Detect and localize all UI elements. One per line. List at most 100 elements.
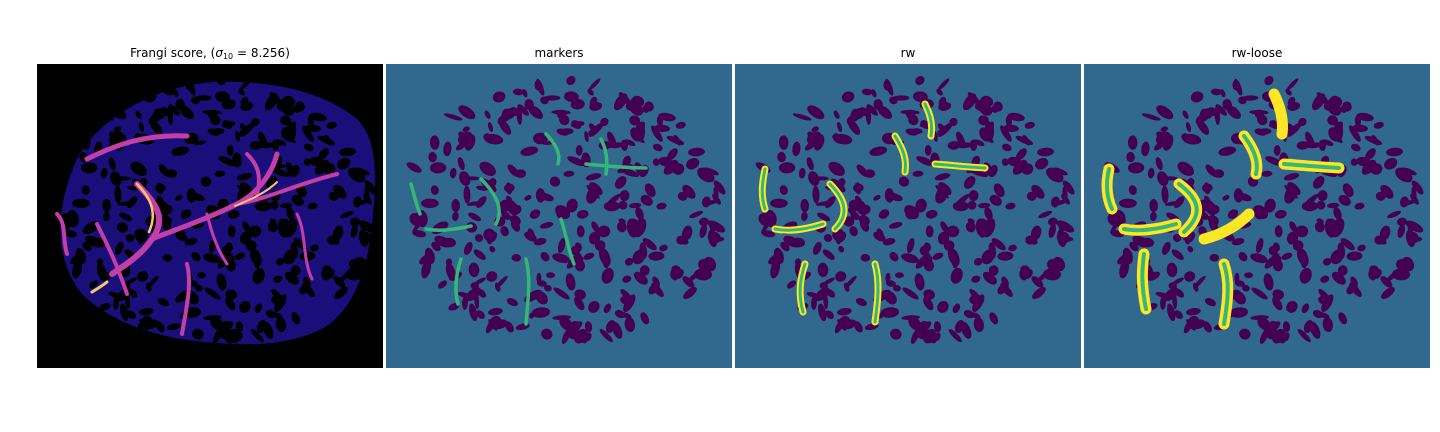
tissue-blob [242,221,251,233]
tissue-blob [546,272,555,279]
tissue-blob [214,170,226,177]
tissue-blob [632,249,646,265]
tissue-blob [584,130,589,143]
tissue-blob [599,329,613,343]
tissue-blob [1312,310,1324,319]
tissue-blob [429,162,447,174]
tissue-blob [1166,262,1178,278]
tissue-blob [583,252,595,260]
tissue-blob [553,287,570,300]
tissue-blob [235,321,244,333]
tissue-blob [333,184,347,199]
tissue-blob [483,133,489,139]
tissue-blob [866,104,878,116]
tissue-blob [293,104,301,113]
tissue-blob [1175,288,1185,298]
tissue-blob [620,139,629,151]
tissue-blob [1257,317,1271,331]
tissue-blob [80,135,91,150]
tissue-blob [651,283,664,297]
tissue-blob [1122,247,1133,264]
rw-panel-title: rw [900,46,916,60]
tissue-blob [682,184,696,199]
tissue-blob [103,211,110,222]
tissue-blob [888,222,903,229]
tissue-blob [217,75,227,86]
tissue-blob [1110,219,1121,234]
tissue-blob [146,275,159,289]
rw-loose-canvas [1084,64,1430,368]
tissue-blob [1157,171,1169,186]
tissue-blob [114,185,122,204]
tissue-blob [589,96,598,107]
tissue-blob [109,105,127,120]
tissue-blob [567,321,583,335]
markers-panel-title: markers [534,46,584,60]
tissue-blob [629,97,639,108]
tissue-blob [279,202,293,209]
tissue-blob [465,287,481,302]
tissue-blob [895,272,904,279]
tissue-blob [1160,296,1166,310]
tissue-blob [511,205,518,217]
tissue-blob [500,226,509,237]
tissue-blob [652,158,660,166]
tissue-blob [1161,241,1171,255]
tissue-blob [1326,218,1338,229]
tissue-blob [915,75,925,86]
tissue-blob [1238,252,1248,262]
tissue-blob [712,193,721,205]
tissue-blob [489,315,502,328]
tissue-blob [1297,329,1311,343]
tissue-blob [488,178,497,187]
tissue-blob [254,303,263,314]
tissue-blob [969,289,982,303]
tissue-blob [761,219,772,234]
tissue-blob [663,159,679,175]
tissue-blob [628,218,640,229]
markers-image [386,64,732,368]
tissue-blob [264,93,279,111]
tissue-blob [1203,195,1211,204]
tissue-blob [340,210,355,219]
tissue-blob [898,176,910,187]
tissue-blob [804,141,816,151]
tissue-blob [135,110,142,119]
tissue-blob [1190,91,1204,103]
tissue-blob [476,185,489,191]
tissue-blob [991,104,999,113]
tissue-blob [624,257,634,266]
tissue-blob [1051,200,1067,206]
tissue-blob [125,234,135,242]
tissue-blob [926,256,933,267]
tissue-blob [1318,139,1327,151]
tissue-blob [1314,221,1325,233]
tissue-blob [1296,141,1310,150]
tissue-blob [1321,139,1334,147]
tissue-blob [116,222,129,233]
tissue-blob [488,307,503,316]
tissue-blob [1396,259,1409,271]
tissue-blob [1046,167,1064,183]
tissue-blob [697,167,715,183]
tissue-blob [1177,161,1194,177]
tissue-blob [1181,133,1202,145]
tissue-blob [1286,231,1299,245]
tissue-blob [307,202,318,210]
tissue-blob [1392,268,1410,281]
tissue-blob [813,134,825,151]
frangi-title-subscript: 10 [222,52,234,61]
tissue-blob [1318,289,1331,303]
tissue-blob [811,126,819,132]
tissue-blob [906,238,915,253]
tissue-blob [543,95,561,101]
tissue-blob [624,317,635,333]
tissue-blob [826,288,836,298]
tissue-blob [707,231,721,244]
tissue-blob [158,164,171,178]
tissue-blob [1126,151,1135,163]
tissue-blob [859,107,869,117]
tissue-blob [628,202,642,209]
tissue-blob [1350,143,1361,152]
tissue-blob [642,104,650,113]
